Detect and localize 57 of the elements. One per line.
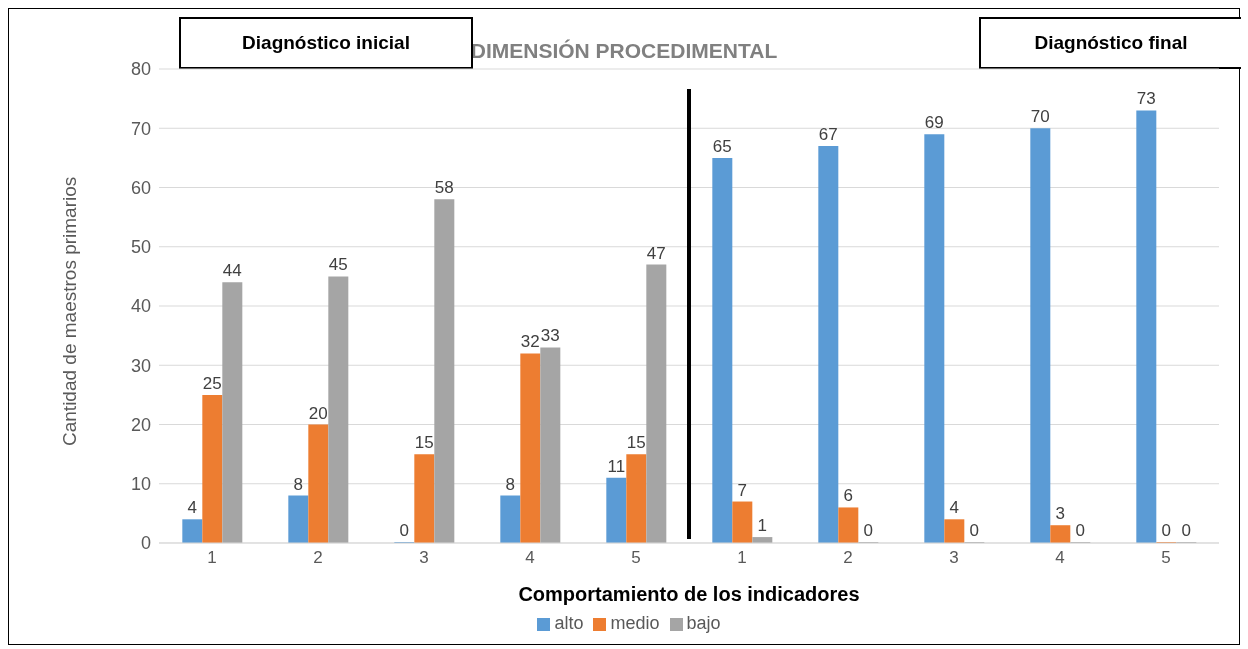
data-label: 47 (646, 243, 666, 263)
x-tick-label: 3 (419, 548, 429, 568)
data-label: 4 (949, 498, 960, 518)
x-tick-label: 5 (631, 548, 641, 568)
x-tick-label: 5 (1161, 548, 1171, 568)
data-label: 70 (1030, 107, 1050, 127)
data-label: 6 (843, 486, 854, 506)
y-tick-label: 50 (130, 237, 151, 258)
legend-label: alto (554, 613, 584, 633)
chart-title: DIMENSIÓN PROCEDIMENTAL (470, 39, 778, 62)
y-tick-label: 10 (130, 474, 151, 495)
x-tick-label: 1 (207, 548, 217, 568)
legend-label: medio (610, 613, 660, 633)
y-tick-label: 70 (130, 118, 151, 139)
text: Diagnóstico inicial (242, 32, 410, 53)
y-tick-label: 60 (130, 177, 151, 198)
data-label: 11 (607, 456, 626, 476)
data-label: 25 (202, 373, 222, 393)
data-label: 0 (863, 521, 874, 540)
data-label: 0 (1181, 521, 1192, 540)
data-label: 8 (293, 474, 304, 494)
y-axis-title: Cantidad de maestros primarios (58, 176, 80, 446)
data-label: 65 (712, 136, 732, 156)
data-label: 44 (222, 261, 242, 281)
y-tick-label: 0 (140, 533, 151, 554)
y-tick-label: 80 (130, 59, 151, 80)
x-tick-label: 2 (843, 548, 853, 568)
data-label: 20 (308, 403, 328, 423)
x-tick-label: 1 (737, 548, 747, 568)
data-label: 67 (818, 125, 838, 145)
data-label: 15 (626, 433, 646, 453)
y-tick-label: 20 (130, 414, 151, 435)
data-label: 33 (540, 326, 560, 346)
data-label: 1 (757, 516, 768, 536)
data-label: 8 (505, 474, 516, 494)
data-label: 4 (187, 498, 198, 518)
y-tick-label: 40 (130, 296, 151, 317)
x-axis-title: Comportamiento de los indicadores (518, 583, 860, 605)
data-label: 3 (1055, 504, 1066, 524)
data-label: 0 (1161, 521, 1172, 540)
data-label: 58 (434, 178, 454, 198)
data-label: 15 (414, 433, 434, 453)
x-tick-label: 4 (525, 548, 535, 568)
data-label: 7 (737, 480, 748, 500)
data-label: 0 (399, 521, 410, 540)
data-label: 73 (1136, 89, 1156, 109)
data-label: 0 (969, 521, 980, 540)
text: Diagnóstico final (979, 17, 1241, 69)
x-tick-label: 4 (1055, 548, 1065, 568)
data-label: 69 (924, 113, 944, 133)
data-label: 0 (1075, 521, 1086, 540)
legend-label: bajo (686, 613, 721, 633)
data-label: 45 (328, 255, 348, 275)
x-tick-label: 3 (949, 548, 959, 568)
x-tick-label: 2 (313, 548, 323, 568)
y-tick-label: 30 (130, 355, 151, 376)
data-label: 32 (520, 332, 540, 352)
